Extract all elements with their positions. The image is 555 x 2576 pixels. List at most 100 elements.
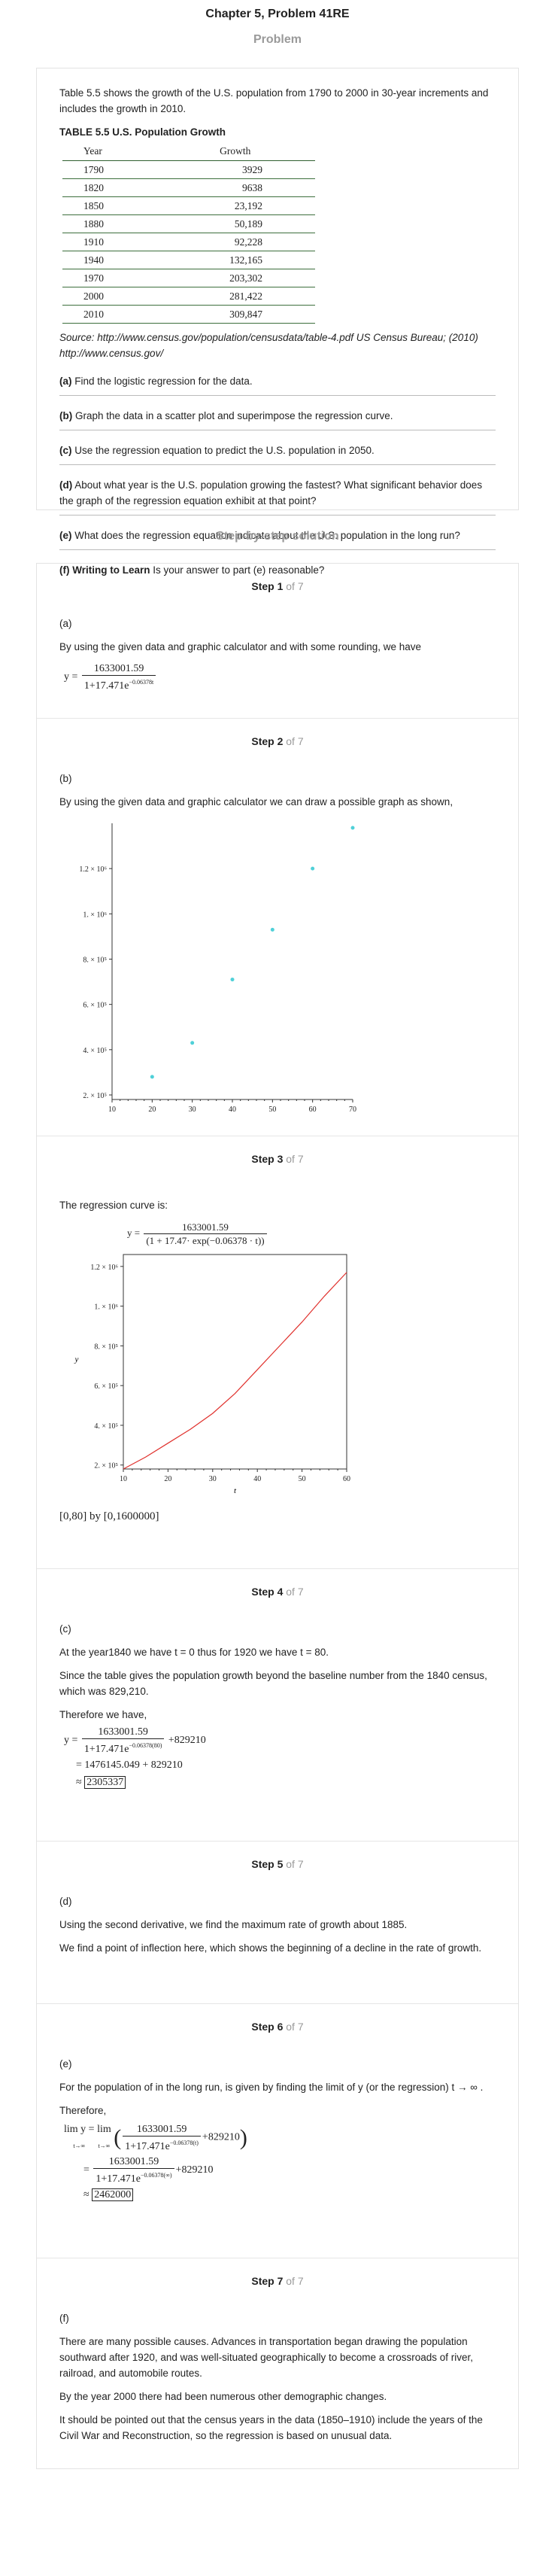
step-text: By using the given data and graphic calc… bbox=[59, 641, 422, 652]
limit-operator-2: lim t→∞ bbox=[97, 2121, 111, 2154]
y-tick-label: 1. × 10⁶ bbox=[94, 1303, 118, 1312]
fraction: 1633001.59 1+17.471e−0.06378(∞) bbox=[93, 2155, 174, 2185]
question-tag: (c) bbox=[59, 445, 72, 456]
data-point bbox=[190, 1041, 195, 1045]
fraction-numerator: 1633001.59 bbox=[81, 662, 156, 676]
y-tick-label: 8. × 10⁵ bbox=[83, 956, 107, 964]
x-tick-label: 50 bbox=[268, 1106, 276, 1114]
part-label: (f) bbox=[59, 2313, 69, 2324]
limit-equation: lim y = t→∞ lim t→∞ ( 1633001.59 1+17.471e… bbox=[64, 2121, 496, 2154]
question-a: (a) Find the logistic regression for the… bbox=[59, 369, 496, 396]
question-text: Find the logistic regression for the dat… bbox=[71, 376, 253, 387]
data-point bbox=[311, 866, 315, 871]
equation-line: = 1476145.049 + 829210 bbox=[76, 1759, 183, 1771]
step-text: At the year1840 we have t = 0 thus for 1… bbox=[59, 1647, 329, 1658]
question-tag: (a) bbox=[59, 376, 72, 387]
step-text: By using the given data and graphic calc… bbox=[59, 796, 453, 807]
y-tick-label: 1. × 10⁶ bbox=[83, 911, 107, 919]
table-cell: 1970 bbox=[62, 269, 142, 287]
exponent: −0.06378(80) bbox=[129, 1742, 162, 1749]
question-text: Use the regression equation to predict t… bbox=[71, 445, 375, 456]
source-note: Source: http://www.census.gov/population… bbox=[59, 332, 478, 359]
question-c: (c) Use the regression equation to predi… bbox=[59, 438, 496, 465]
solution-card: Step 1 of 7 (a) By using the given data … bbox=[36, 563, 519, 2469]
fraction: 1633001.59 1+17.471e−0.06378t bbox=[81, 662, 156, 692]
x-tick-label: 70 bbox=[349, 1106, 356, 1114]
step-text: There are many possible causes. Advances… bbox=[59, 2336, 474, 2379]
step-header: Step 4 of 7 bbox=[59, 1584, 496, 1600]
step-label: Step 3 bbox=[251, 1153, 284, 1165]
x-tick-label: 60 bbox=[343, 1475, 350, 1483]
fraction-numerator: 1633001.59 bbox=[144, 1221, 267, 1234]
question-tag: (b) bbox=[59, 410, 73, 421]
x-tick-label: 10 bbox=[120, 1475, 127, 1483]
step-label: Step 2 bbox=[251, 735, 284, 747]
table-cell: 1820 bbox=[62, 178, 142, 197]
x-tick-label: 60 bbox=[309, 1106, 317, 1114]
page: Chapter 5, Problem 41RE Problem Table 5.… bbox=[36, 8, 519, 2469]
denominator-text: 1+17.471e bbox=[83, 1744, 129, 1755]
page-title: Chapter 5, Problem 41RE bbox=[205, 8, 350, 20]
table-row: 2000 281,422 bbox=[62, 287, 315, 306]
question-text: What does the regression equation indica… bbox=[71, 530, 460, 541]
step-header: Step 6 of 7 bbox=[59, 2019, 496, 2035]
equation-lhs: y = bbox=[64, 671, 78, 683]
problem-card: Table 5.5 shows the growth of the U.S. p… bbox=[36, 68, 519, 576]
step-label: Step 6 bbox=[251, 2021, 284, 2033]
fraction: 1633001.59 (1 + 17.47· exp(−0.06378 · t)… bbox=[144, 1221, 267, 1247]
step-label: Step 4 bbox=[251, 1586, 284, 1598]
x-tick-label: 10 bbox=[108, 1106, 116, 1114]
step-text: Therefore we have, bbox=[59, 1709, 147, 1720]
table-row: 1790 3929 bbox=[62, 160, 315, 179]
step-text: The regression curve is: bbox=[59, 1200, 168, 1211]
question-tag: (f) Writing to Learn bbox=[59, 564, 150, 576]
step-header: Step 5 of 7 bbox=[59, 1857, 496, 1872]
regression-curve bbox=[123, 1272, 347, 1470]
step-header: Step 3 of 7 bbox=[59, 1151, 496, 1167]
question-tag: (e) bbox=[59, 530, 72, 541]
step-4: Step 4 of 7 (c) At the year1840 we have … bbox=[37, 1568, 518, 1841]
data-point bbox=[270, 927, 274, 932]
table-cell: 23,192 bbox=[141, 196, 315, 215]
question-f: (f) Writing to Learn Is your answer to p… bbox=[59, 558, 496, 584]
table-cell: 92,228 bbox=[141, 233, 315, 251]
step-count: of 7 bbox=[286, 1153, 304, 1165]
problem-intro: Table 5.5 shows the growth of the U.S. p… bbox=[59, 87, 489, 114]
fraction: 1633001.59 1+17.471e−0.06378(t) bbox=[123, 2123, 201, 2153]
step-count: of 7 bbox=[286, 580, 304, 592]
part-label: (a) bbox=[59, 618, 72, 629]
question-text: Graph the data in a scatter plot and sup… bbox=[72, 410, 393, 421]
y-tick-label: 2. × 10⁵ bbox=[94, 1462, 118, 1470]
table-row: 1970 203,302 bbox=[62, 269, 315, 287]
fraction: 1633001.59 1+17.471e−0.06378(80) bbox=[81, 1726, 165, 1756]
denominator-text: 1+17.471e bbox=[83, 680, 129, 692]
table-cell: 9638 bbox=[141, 178, 315, 197]
table-cell: 50,189 bbox=[141, 214, 315, 233]
question-list: (a) Find the logistic regression for the… bbox=[59, 369, 496, 584]
table-cell: 1790 bbox=[62, 160, 142, 179]
equation-term: +829210 bbox=[168, 1735, 206, 1747]
denominator-text: 1+17.471e bbox=[125, 2140, 170, 2152]
fraction-denominator: 1+17.471e−0.06378(t) bbox=[123, 2137, 201, 2153]
problem-heading: Problem bbox=[253, 33, 302, 46]
y-tick-label: 1.2 × 10⁶ bbox=[90, 1264, 118, 1272]
step-count: of 7 bbox=[286, 2275, 304, 2287]
step-count: of 7 bbox=[286, 735, 304, 747]
step-5: Step 5 of 7 (d) Using the second derivat… bbox=[37, 1841, 518, 2003]
x-tick-label: 40 bbox=[253, 1475, 261, 1483]
table-row: 1940 132,165 bbox=[62, 251, 315, 269]
fraction-numerator: 1633001.59 bbox=[123, 2123, 201, 2137]
table-row: 1850 23,192 bbox=[62, 196, 315, 215]
limit-text: lim bbox=[97, 2124, 111, 2135]
plot-frame bbox=[123, 1254, 347, 1470]
y-tick-label: 6. × 10⁵ bbox=[94, 1382, 118, 1391]
scatter-chart: 10 20 30 40 50 60 70 2. × 10⁵ 4. × 10⁵ 6. × 10⁵ 8.… bbox=[79, 823, 356, 1114]
y-tick-label: 6. × 10⁵ bbox=[83, 1002, 107, 1010]
step-label: Step 7 bbox=[251, 2275, 284, 2287]
step-header: Step 1 of 7 bbox=[59, 579, 496, 595]
step-count: of 7 bbox=[286, 1586, 304, 1598]
table-cell: 309,847 bbox=[141, 305, 315, 324]
fraction-denominator: 1+17.471e−0.06378t bbox=[82, 676, 156, 692]
part-label: (b) bbox=[59, 773, 72, 784]
regression-equation: y = 1633001.59 1+17.471e−0.06378t bbox=[64, 662, 496, 692]
